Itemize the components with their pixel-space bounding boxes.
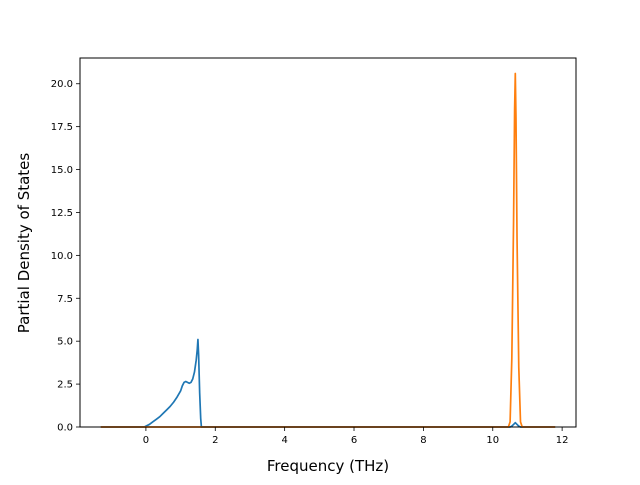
x-tick-label: 8 bbox=[420, 435, 426, 446]
y-tick-label: 0.0 bbox=[57, 423, 73, 434]
y-tick-label: 5.0 bbox=[57, 337, 73, 348]
y-tick-label: 15.0 bbox=[51, 165, 73, 176]
x-tick-label: 2 bbox=[212, 435, 218, 446]
y-tick-label: 17.5 bbox=[51, 122, 73, 133]
x-tick-label: 12 bbox=[556, 435, 569, 446]
y-tick-label: 20.0 bbox=[51, 79, 73, 90]
series-line-1 bbox=[100, 338, 556, 428]
x-axis-label: Frequency (THz) bbox=[267, 457, 389, 475]
y-tick-label: 2.5 bbox=[57, 380, 73, 391]
series-layer bbox=[100, 72, 556, 428]
y-axis-label: Partial Density of States bbox=[15, 153, 33, 334]
x-tick-label: 0 bbox=[143, 435, 149, 446]
x-tick-label: 4 bbox=[281, 435, 287, 446]
x-axis-ticks: 0 2 4 6 8 10 12 bbox=[143, 427, 569, 446]
x-tick-label: 10 bbox=[486, 435, 499, 446]
y-tick-label: 7.5 bbox=[57, 294, 73, 305]
y-tick-label: 12.5 bbox=[51, 208, 73, 219]
y-axis-ticks: 0.0 2.5 5.0 7.5 10.0 12.5 15.0 17.5 20.0 bbox=[51, 79, 80, 434]
x-tick-label: 6 bbox=[351, 435, 357, 446]
y-tick-label: 10.0 bbox=[51, 251, 73, 262]
plot-frame bbox=[79, 57, 577, 428]
series-line-2 bbox=[100, 72, 556, 428]
